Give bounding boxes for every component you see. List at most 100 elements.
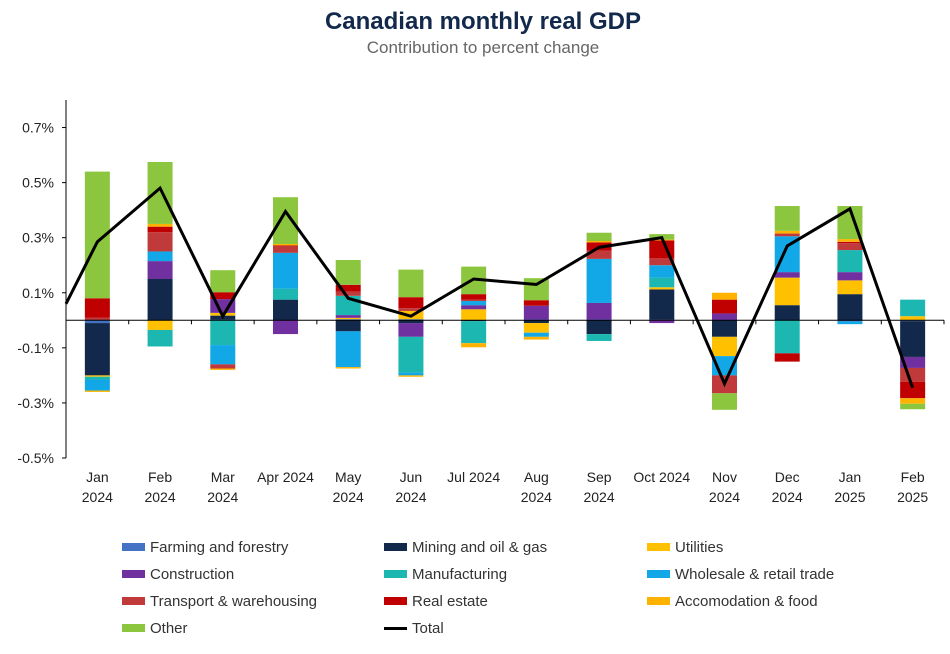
legend-label: Wholesale & retail trade [675,565,835,583]
bar-segment-utilities [837,280,863,295]
bar-segment-real-estate [398,297,424,309]
bar-segment-utilities [900,316,926,321]
bar-segment-accomodation-food [147,223,173,227]
y-tick-label: -0.1% [17,340,54,356]
legend-label: Other [150,619,188,637]
bar-segment-accomodation-food [712,292,737,300]
bar-segment-accomodation-food [586,240,612,243]
legend-item: Utilities [647,537,723,557]
legend-swatch [647,597,670,605]
x-tick-label: 2024 [583,489,614,505]
legend-swatch [384,543,407,551]
x-tick-label: 2024 [82,489,113,505]
x-tick-label: Nov [712,469,737,485]
bar-segment-construction [586,302,612,320]
bar-segment-construction [398,323,424,337]
bar-segment-real-estate [523,300,549,306]
bar-segment-real-estate [335,284,361,292]
bar-segment-other [523,278,549,301]
bar-segment-transport-warehousing [649,258,675,266]
bar-segment-farming-and-forestry [84,320,110,324]
total-line [64,185,915,389]
bar-segment-accomodation-food [461,343,487,348]
bar-segment-wholesale-retail-trade [649,265,675,278]
bar-segment-other [712,393,737,410]
legend-item: Construction [122,564,234,584]
bar-segment-other [335,259,361,285]
bar-segment-farming-and-forestry [837,320,863,322]
bar-segment-utilities [774,277,800,306]
bar-segment-accomodation-food [84,390,110,392]
bar-segment-mining-and-oil-gas [837,294,863,321]
bar-segment-other [900,403,926,410]
x-tick-label: 2025 [897,489,928,505]
bar-segment-farming-and-forestry [335,319,361,321]
bar-segment-real-estate [210,292,236,300]
bar-segment-real-estate [273,245,298,247]
x-tick-label: Mar [211,469,235,485]
bar-segment-utilities [712,336,737,357]
bar-segment-manufacturing [774,320,800,354]
legend-swatch [384,626,407,630]
bar-segment-manufacturing [398,336,424,373]
legend-item: Other [122,618,188,638]
legend-item: Total [384,618,444,638]
bar-segment-mining-and-oil-gas [649,289,675,320]
legend-label: Transport & warehousing [150,592,318,610]
x-tick-label: May [335,469,361,485]
bar-segment-wholesale-retail-trade [398,372,424,376]
bar-segment-accomodation-food [210,368,236,370]
bar-segment-real-estate [774,353,800,362]
y-tick-label: -0.3% [17,395,54,411]
bar-segment-manufacturing [649,277,675,288]
legend-item: Farming and forestry [122,537,288,557]
legend-swatch [647,570,670,578]
x-tick-label: Jan [839,469,862,485]
bar-segment-manufacturing [586,334,612,341]
bar-segment-real-estate [461,294,487,300]
bar-segment-mining-and-oil-gas [335,320,361,332]
x-tick-label: Dec [775,469,800,485]
x-tick-label: 2024 [395,489,426,505]
bar-segment-other [398,269,424,298]
x-tick-label: 2024 [521,489,552,505]
bar-segment-real-estate [147,226,173,233]
bar-segment-wholesale-retail-trade [837,321,863,325]
bar-segment-manufacturing [837,250,863,273]
bar-segment-mining-and-oil-gas [586,320,612,335]
bar-segment-accomodation-food [523,336,549,340]
chart-subtitle: Contribution to percent change [366,38,600,57]
bar-segment-mining-and-oil-gas [712,320,737,337]
y-tick-label: 0.5% [22,175,54,191]
bar-segment-wholesale-retail-trade [461,301,487,306]
legend-label: Real estate [412,592,488,610]
x-tick-label: 2024 [144,489,175,505]
legend-item: Wholesale & retail trade [647,564,834,584]
legend-label: Manufacturing [412,565,508,583]
bar-segment-mining-and-oil-gas [273,299,298,321]
legend-label: Accomodation & food [675,592,818,610]
bar-segment-construction [837,272,863,281]
legend-swatch [122,597,145,605]
legend-swatch [384,570,407,578]
legend-label: Total [412,619,444,637]
bar-segment-mining-and-oil-gas [900,321,926,357]
legend-swatch [122,624,145,632]
bar-segment-accomodation-food [335,367,361,369]
x-tick-label: Jan [86,469,109,485]
bar-segment-construction [900,356,926,368]
bar-segment-transport-warehousing [84,317,110,321]
bar-segment-mining-and-oil-gas [523,320,549,324]
bar-segment-wholesale-retail-trade [210,345,236,365]
x-tick-label: Feb [901,469,925,485]
bar-segment-other [586,232,612,241]
bar-segment-utilities [147,320,173,330]
x-tick-label: Oct 2024 [633,469,690,485]
x-tick-label: Sep [587,469,612,485]
bar-segment-utilities [649,287,675,290]
legend-item: Accomodation & food [647,591,818,611]
bar-segment-wholesale-retail-trade [84,379,110,391]
bar-segment-accomodation-food [774,230,800,234]
chart-plot: -0.5% -0.3% -0.1% 0.1% 0.3% 0.5% 0.7% Jan 2024 Fe… [17,100,945,505]
bar-segment-wholesale-retail-trade [523,332,549,337]
